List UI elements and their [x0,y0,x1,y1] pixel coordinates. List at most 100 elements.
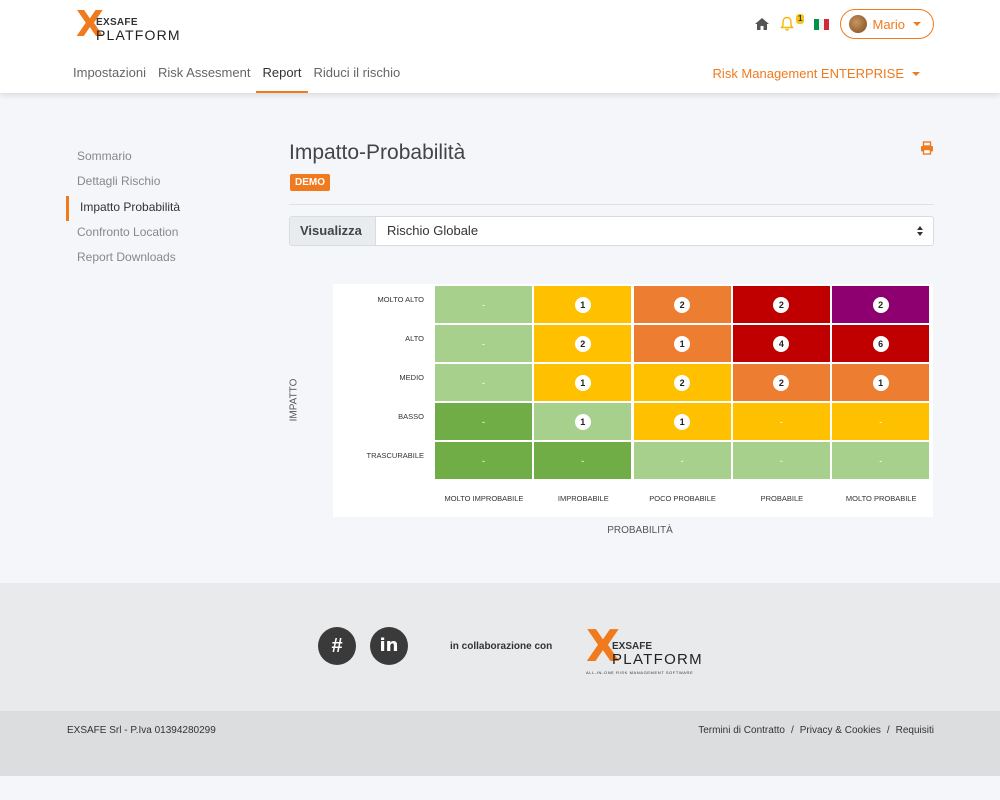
avatar [849,15,868,33]
matrix-cell[interactable]: - [435,364,532,401]
link-requisiti[interactable]: Requisiti [895,725,934,736]
matrix-cell-empty: - [482,299,485,310]
matrix-col-label: POCO PROBABILE [649,494,716,503]
notifications-button[interactable]: 1 [780,14,805,32]
matrix-cell-count: 2 [674,296,691,313]
home-icon[interactable] [754,16,770,32]
matrix-cell[interactable]: 1 [832,364,930,401]
matrix-cell-empty: - [581,455,585,466]
link-separator: / [886,725,890,736]
matrix-cell-empty: - [482,416,485,427]
print-icon[interactable] [920,141,934,155]
matrix-cell[interactable]: 1 [534,403,632,440]
plan-dropdown[interactable]: Risk Management ENTERPRISE [713,66,920,81]
matrix-cell-empty: - [879,416,883,427]
sidebar-item-report-downloads[interactable]: Report Downloads [77,250,176,265]
matrix-cell[interactable]: - [435,286,532,323]
slack-icon[interactable]: # [318,627,356,665]
matrix-row-label: ALTO [405,334,424,343]
sidebar-item-confronto-location[interactable]: Confronto Location [77,224,179,239]
matrix-cell[interactable]: - [435,442,532,479]
matrix-cell[interactable]: 2 [534,325,632,362]
matrix-row-label: BASSO [398,412,424,421]
link-termini-di-contratto[interactable]: Termini di Contratto [698,725,785,736]
matrix-cell-count: 2 [773,374,790,391]
matrix-cell-count: 2 [574,335,591,352]
matrix-cell[interactable]: 1 [534,364,632,401]
matrix-cell-empty: - [482,455,485,466]
nav-riduci-il-rischio[interactable]: Riduci il rischio [313,65,401,80]
matrix-cell[interactable]: 6 [832,325,930,362]
nav-impostazioni[interactable]: Impostazioni [73,65,146,80]
matrix-cell[interactable]: 4 [732,325,830,362]
matrix-cell[interactable]: - [732,442,830,479]
matrix-cell-count: 1 [674,413,691,430]
matrix-cell-count: 2 [872,296,889,313]
user-menu-button[interactable]: Mario [840,9,934,39]
matrix-cell[interactable]: 2 [633,364,731,401]
copyright-text: EXSAFE Srl - P.Iva 01394280299 [67,725,216,736]
matrix-col-label: IMPROBABILE [557,494,609,503]
matrix-cell-empty: - [482,338,485,349]
logo-x-mark: X [76,4,104,45]
bell-icon [780,16,795,31]
matrix-cell-count: 1 [674,335,691,352]
footer-exsafe-logo: X EXSAFE PLATFORM ALL-IN-ONE RISK MANAGE… [586,621,706,677]
matrix-cell[interactable]: - [832,442,930,479]
top-header: X EXSAFE PLATFORM 1 Mario Impostazioni R… [0,0,1000,93]
matrix-cell[interactable]: - [633,442,731,479]
footer-logo-text-platform: PLATFORM [612,651,703,668]
matrix-cell[interactable]: 2 [633,286,731,323]
report-sidebar: Sommario Dettagli Rischio Impatto Probab… [66,145,266,271]
matrix-cell-count: 2 [674,374,691,391]
nav-risk-assesment[interactable]: Risk Assesment [157,65,251,80]
matrix-cell[interactable]: - [732,403,830,440]
matrix-cell[interactable]: - [832,403,930,440]
matrix-cell[interactable]: 2 [732,286,830,323]
matrix-cell-count: 1 [872,374,889,391]
matrix-cell[interactable]: - [534,442,632,479]
matrix-cell-empty: - [879,455,883,466]
matrix-cell-empty: - [779,455,783,466]
visualizza-label: Visualizza [290,217,376,245]
sidebar-item-dettagli-rischio[interactable]: Dettagli Rischio [77,174,161,189]
visualizza-select-group: Visualizza Rischio Globale [289,216,934,246]
collaboration-text: in collaborazione con [450,641,553,652]
footer [0,583,1000,711]
matrix-cell[interactable]: - [435,403,532,440]
matrix-cell[interactable]: 1 [633,403,731,440]
sidebar-item-impatto-probabilita[interactable]: Impatto Probabilità [66,195,266,221]
footer-logo-tagline: ALL-IN-ONE RISK MANAGEMENT SOFTWARE [586,670,694,675]
matrix-cell-count: 1 [574,413,591,430]
matrix-cell-empty: - [779,416,783,427]
plan-label: Risk Management ENTERPRISE [712,66,904,81]
matrix-cell[interactable]: 1 [534,286,632,323]
nav-report[interactable]: Report [256,56,308,93]
visualizza-select-value: Rischio Globale [387,223,479,238]
chevron-down-icon [913,22,921,26]
divider [289,204,934,205]
matrix-cell[interactable]: 2 [832,286,930,323]
demo-badge: DEMO [290,174,330,191]
matrix-row-label: TRASCURABILE [366,451,424,460]
italian-flag-icon[interactable] [814,18,829,30]
page-title: Impatto-Probabilità [289,141,466,164]
footer-logo-x-mark: X [586,621,620,672]
link-separator: / [790,725,794,736]
matrix-cell[interactable]: - [435,325,532,362]
sidebar-item-sommario[interactable]: Sommario [77,149,132,163]
matrix-cell[interactable]: 2 [732,364,830,401]
chevron-down-icon [912,71,920,76]
matrix-x-axis-label: PROBABILITÀ [607,525,673,536]
matrix-cell[interactable]: 1 [633,325,731,362]
matrix-cell-count: 4 [773,335,790,352]
matrix-cell-count: 2 [773,296,790,313]
matrix-col-label: PROBABILE [760,494,804,503]
matrix-cell-count: 6 [872,335,889,352]
link-privacy-cookies[interactable]: Privacy & Cookies [799,725,881,736]
footer-logo-text-exsafe: EXSAFE [612,641,653,652]
linkedin-icon[interactable]: in [370,627,408,665]
visualizza-select[interactable]: Rischio Globale [376,217,933,245]
exsafe-logo[interactable]: X EXSAFE PLATFORM [76,4,180,45]
footer-links: Termini di Contratto / Privacy & Cookies… [698,725,934,736]
